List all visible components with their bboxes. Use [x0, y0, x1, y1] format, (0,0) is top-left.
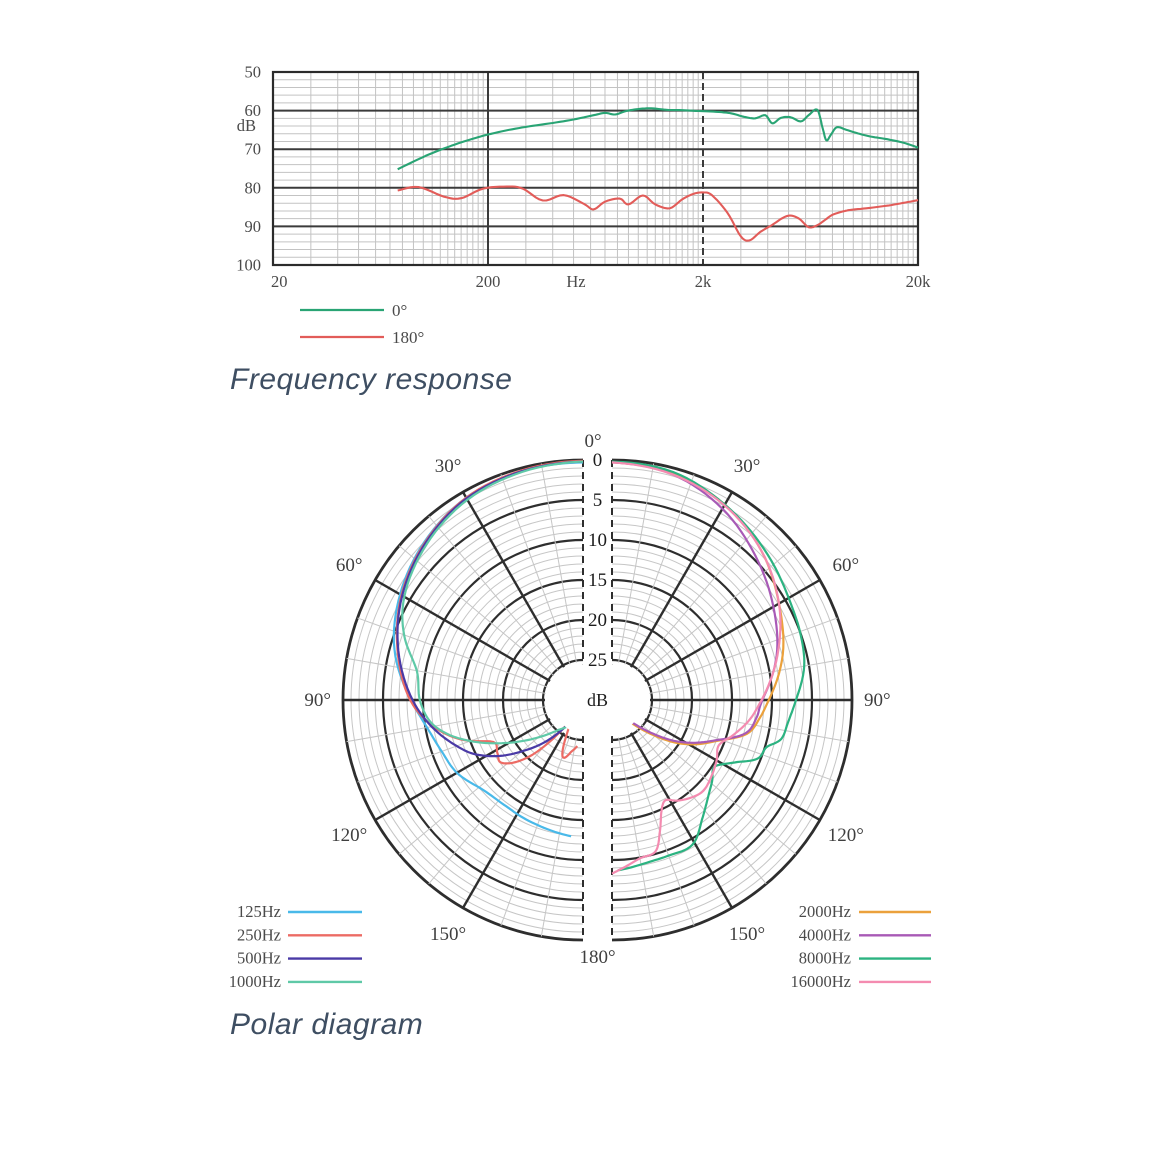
- svg-text:90°: 90°: [304, 690, 331, 711]
- freq-curve-180°: [397, 185, 919, 242]
- polar-labels: 0 5 10 15 20 25 dB 0° 180° 30° 30° 60° 60° 120° 120° 15…: [304, 431, 890, 968]
- frequency-response-chart: 50 60 70 80 90 100 dB 20 200 Hz 2k 20k 0° 180°: [236, 63, 931, 348]
- polar-legend-left: 125Hz 250Hz 500Hz 1000Hz: [229, 902, 362, 991]
- polar-half-right: [611, 458, 854, 942]
- svg-text:10: 10: [588, 530, 607, 551]
- svg-text:90: 90: [245, 217, 262, 236]
- svg-text:20: 20: [588, 610, 607, 631]
- svg-text:2000Hz: 2000Hz: [799, 902, 851, 921]
- svg-text:180°: 180°: [392, 328, 424, 347]
- svg-text:500Hz: 500Hz: [237, 949, 281, 968]
- svg-text:120°: 120°: [331, 825, 367, 846]
- svg-text:4000Hz: 4000Hz: [799, 925, 851, 944]
- polar-curve-500Hz: [396, 460, 584, 758]
- svg-text:dB: dB: [587, 690, 608, 710]
- polar-curve-8000Hz: [611, 460, 806, 872]
- svg-text:90°: 90°: [864, 690, 891, 711]
- freq-curve-0°: [397, 107, 919, 171]
- svg-text:125Hz: 125Hz: [237, 902, 281, 921]
- svg-text:70: 70: [245, 140, 262, 159]
- svg-text:15: 15: [588, 570, 607, 591]
- svg-text:dB: dB: [237, 116, 256, 135]
- polar-diagram-chart: 0 5 10 15 20 25 dB 0° 180° 30° 30° 60° 60° 120° 120° 15…: [229, 431, 931, 991]
- svg-text:Hz: Hz: [566, 272, 585, 291]
- freq-minor-grid: [273, 72, 918, 265]
- freq-axis-labels: 50 60 70 80 90 100 dB 20 200 Hz 2k 20k: [236, 63, 931, 292]
- frequency-response-title: Frequency response: [230, 363, 513, 396]
- svg-text:150°: 150°: [729, 924, 765, 945]
- svg-text:25: 25: [588, 650, 607, 671]
- svg-text:2k: 2k: [695, 272, 712, 291]
- polar-center-mask: [552, 662, 643, 738]
- polar-curve-16000Hz: [611, 461, 782, 875]
- svg-text:250Hz: 250Hz: [237, 925, 281, 944]
- polar-curve-4000Hz: [611, 461, 779, 744]
- svg-text:80: 80: [245, 178, 262, 197]
- polar-legend-right: 2000Hz 4000Hz 8000Hz 16000Hz: [791, 902, 931, 991]
- svg-text:16000Hz: 16000Hz: [791, 972, 852, 991]
- svg-text:5: 5: [593, 490, 603, 511]
- svg-text:120°: 120°: [828, 825, 864, 846]
- svg-text:20k: 20k: [906, 272, 932, 291]
- svg-text:20: 20: [271, 272, 288, 291]
- polar-half-left: [341, 458, 584, 942]
- freq-major-grid: [273, 72, 918, 265]
- svg-text:180°: 180°: [579, 947, 615, 968]
- svg-text:60: 60: [245, 101, 262, 120]
- svg-text:30°: 30°: [734, 456, 761, 477]
- svg-text:0: 0: [593, 450, 603, 471]
- polar-curves: [392, 459, 806, 875]
- svg-text:60°: 60°: [833, 555, 860, 576]
- svg-text:8000Hz: 8000Hz: [799, 949, 851, 968]
- svg-text:0°: 0°: [584, 431, 601, 452]
- svg-text:200: 200: [476, 272, 501, 291]
- svg-text:1000Hz: 1000Hz: [229, 972, 281, 991]
- svg-text:150°: 150°: [430, 924, 466, 945]
- svg-text:100: 100: [236, 256, 261, 275]
- freq-legend: 0° 180°: [300, 301, 424, 347]
- svg-text:0°: 0°: [392, 301, 407, 320]
- svg-text:30°: 30°: [435, 456, 462, 477]
- svg-text:60°: 60°: [336, 555, 363, 576]
- polar-curve-1000Hz: [401, 460, 584, 745]
- svg-text:50: 50: [245, 63, 262, 82]
- polar-diagram-title: Polar diagram: [230, 1008, 424, 1041]
